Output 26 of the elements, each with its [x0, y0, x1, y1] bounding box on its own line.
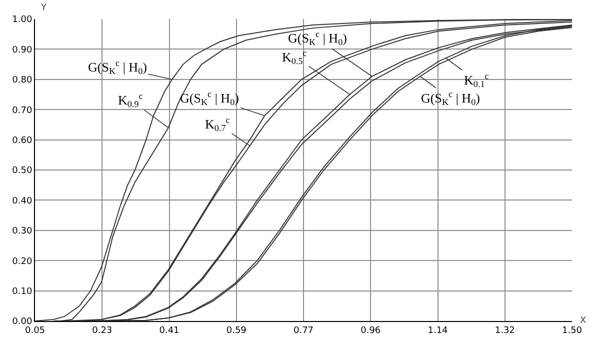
- x-tick-label: 0.23: [92, 326, 112, 336]
- y-tick-label: 0.20: [12, 256, 32, 267]
- y-tick-label: 0.60: [12, 136, 32, 146]
- x-tick-label: 1.32: [494, 326, 515, 336]
- y-tick-label: 0.80: [12, 76, 32, 86]
- annotation: G(S$_{K}$$^{c}$ | H$_{0}$): [288, 29, 347, 48]
- x-tick-label: 0.59: [226, 326, 247, 336]
- x-tick-label: 0.96: [360, 326, 381, 336]
- y-tick-label: 0.10: [12, 286, 32, 297]
- y-tick-label: 0.40: [12, 196, 32, 206]
- annotation: G(S$_{K}$$^{c}$ | H$_{0}$): [180, 89, 239, 108]
- annotation: G(S$_{K}$$^{c}$ | H$_{0}$): [421, 89, 480, 108]
- x-tick-label: 1.14: [428, 326, 448, 336]
- x-tick-label: 0.41: [159, 326, 180, 336]
- y-tick-label: 0.90: [12, 45, 32, 56]
- y-tick-label: 0.30: [12, 226, 32, 237]
- y-tick-label: 0.70: [12, 106, 32, 116]
- x-tick-label: 1.50: [562, 326, 582, 336]
- annotation: G(S$_{K}$$^{c}$ | H$_{0}$): [88, 58, 147, 76]
- x-tick-label: 0.77: [293, 326, 314, 336]
- y-axis-title: Y: [40, 3, 47, 13]
- y-tick-label: 1.00: [12, 15, 32, 26]
- y-tick-label: 0.50: [12, 166, 32, 176]
- y-tick-label: 0.00: [12, 317, 32, 328]
- x-tick-label: 0.05: [24, 326, 46, 336]
- x-axis-title: X: [580, 316, 586, 326]
